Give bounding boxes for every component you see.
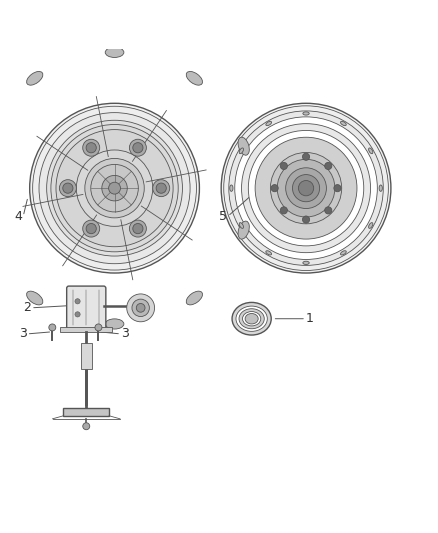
Circle shape — [75, 298, 80, 304]
Ellipse shape — [239, 309, 264, 329]
Ellipse shape — [232, 302, 271, 335]
Ellipse shape — [33, 106, 197, 270]
Circle shape — [63, 183, 73, 193]
Circle shape — [325, 207, 332, 214]
Circle shape — [248, 131, 364, 246]
Ellipse shape — [230, 185, 233, 191]
Ellipse shape — [186, 291, 202, 305]
Circle shape — [298, 181, 314, 196]
Circle shape — [156, 183, 166, 193]
Circle shape — [83, 139, 100, 156]
Bar — [60, 327, 113, 332]
Text: 4: 4 — [14, 210, 22, 223]
Circle shape — [270, 152, 342, 224]
Ellipse shape — [76, 150, 153, 227]
Circle shape — [241, 124, 371, 253]
Ellipse shape — [30, 103, 199, 273]
Ellipse shape — [243, 312, 261, 326]
Ellipse shape — [303, 261, 309, 264]
Ellipse shape — [340, 122, 346, 126]
Ellipse shape — [266, 251, 272, 255]
Ellipse shape — [27, 71, 43, 85]
Text: 3: 3 — [19, 327, 27, 341]
Ellipse shape — [186, 71, 202, 85]
Circle shape — [280, 207, 287, 214]
Ellipse shape — [39, 112, 190, 264]
Ellipse shape — [266, 122, 272, 126]
Circle shape — [293, 175, 320, 201]
Circle shape — [235, 117, 377, 260]
Circle shape — [102, 175, 127, 201]
Text: 5: 5 — [219, 210, 227, 223]
Ellipse shape — [47, 120, 183, 256]
Circle shape — [86, 223, 96, 233]
Ellipse shape — [238, 137, 249, 155]
Circle shape — [132, 299, 149, 317]
Circle shape — [129, 220, 146, 237]
Circle shape — [49, 324, 56, 331]
Ellipse shape — [369, 223, 373, 228]
Ellipse shape — [56, 130, 173, 247]
Ellipse shape — [85, 158, 144, 218]
Circle shape — [221, 103, 391, 273]
Circle shape — [303, 216, 310, 223]
Ellipse shape — [105, 319, 124, 329]
Ellipse shape — [239, 223, 244, 228]
Ellipse shape — [27, 291, 43, 305]
Circle shape — [83, 423, 90, 430]
Circle shape — [60, 180, 76, 197]
Circle shape — [325, 163, 332, 169]
Ellipse shape — [369, 148, 373, 154]
Ellipse shape — [239, 148, 244, 154]
Text: 1: 1 — [306, 312, 314, 325]
Ellipse shape — [238, 221, 249, 239]
Ellipse shape — [105, 47, 124, 58]
Circle shape — [129, 139, 146, 156]
Ellipse shape — [340, 251, 346, 255]
Circle shape — [133, 143, 143, 153]
Circle shape — [95, 324, 102, 331]
Circle shape — [83, 220, 100, 237]
Text: 2: 2 — [23, 301, 31, 314]
Circle shape — [303, 153, 310, 160]
Circle shape — [153, 180, 170, 197]
Ellipse shape — [245, 313, 258, 324]
Bar — [64, 408, 109, 416]
Ellipse shape — [51, 125, 178, 252]
Circle shape — [109, 182, 120, 194]
Circle shape — [286, 168, 326, 208]
Circle shape — [86, 143, 96, 153]
Circle shape — [277, 159, 335, 217]
Circle shape — [127, 294, 155, 322]
Circle shape — [271, 184, 278, 192]
Circle shape — [229, 111, 383, 265]
Text: 3: 3 — [121, 327, 129, 341]
Ellipse shape — [236, 306, 267, 332]
FancyBboxPatch shape — [67, 286, 106, 329]
Circle shape — [334, 184, 341, 192]
Circle shape — [136, 303, 145, 312]
Ellipse shape — [303, 112, 309, 115]
Circle shape — [255, 137, 357, 239]
Circle shape — [91, 164, 138, 212]
Circle shape — [224, 106, 389, 270]
Circle shape — [133, 223, 143, 233]
Circle shape — [280, 163, 287, 169]
Ellipse shape — [379, 185, 382, 191]
Bar — [81, 343, 92, 369]
Circle shape — [75, 312, 80, 317]
